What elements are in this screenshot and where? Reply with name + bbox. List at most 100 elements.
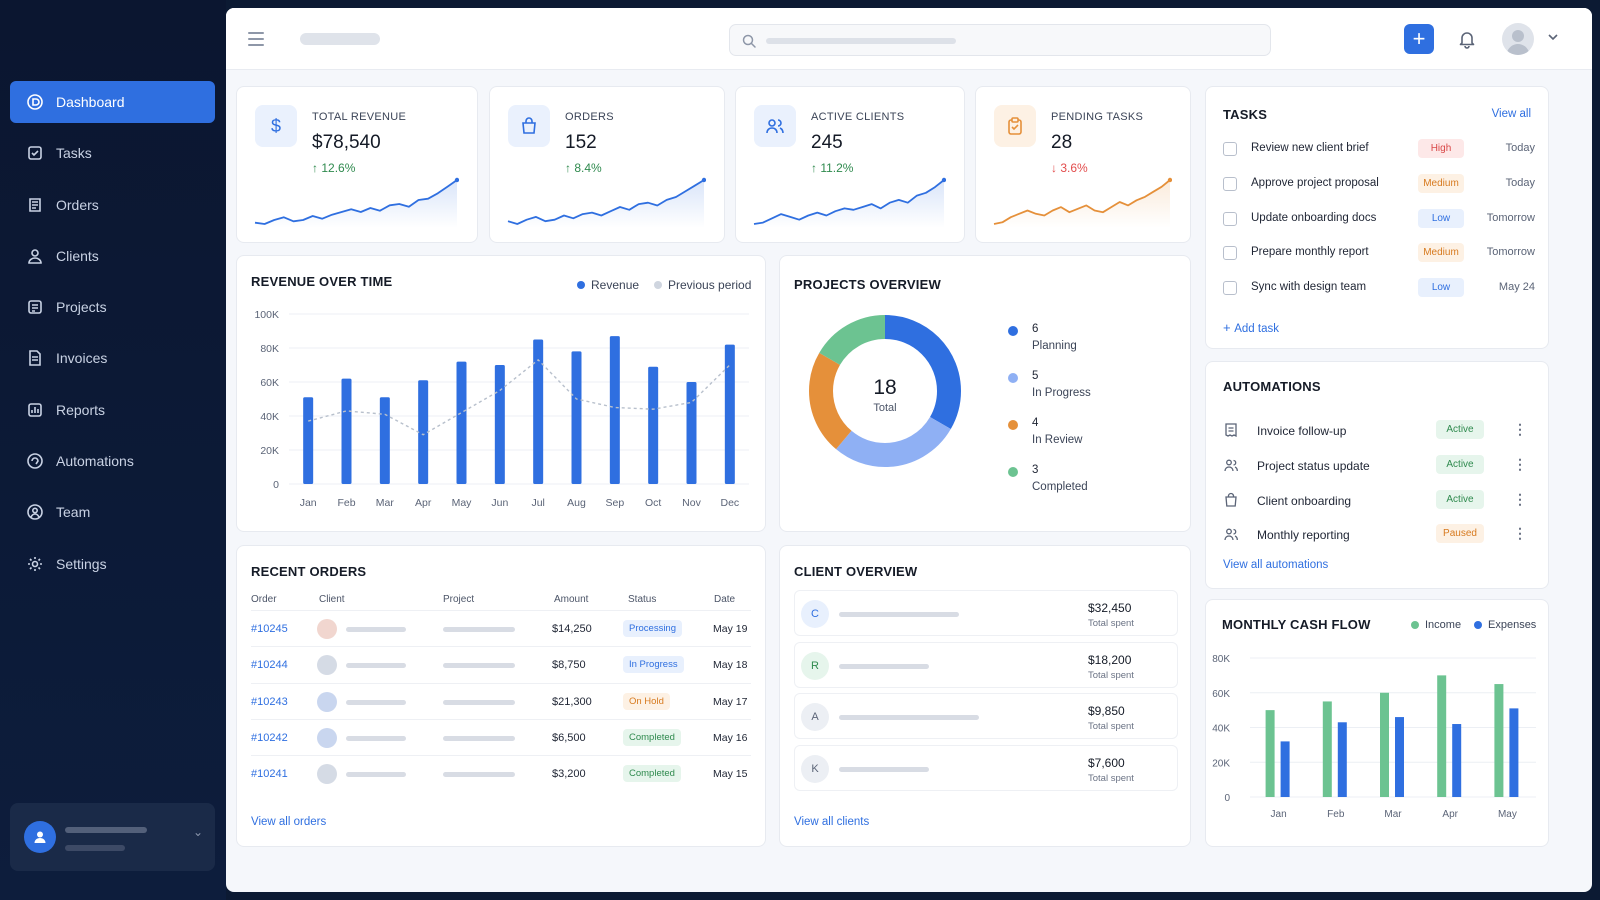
sidebar-item-projects[interactable]: Projects xyxy=(10,286,215,328)
task-title[interactable]: Prepare monthly report xyxy=(1251,246,1369,259)
view-all-clients-link[interactable]: View all clients xyxy=(794,816,870,828)
sidebar-nav: Dashboard Tasks Orders Clients Projects Invoi… xyxy=(10,81,215,594)
bar-revenue-nov xyxy=(686,382,697,484)
project-name-placeholder xyxy=(443,663,515,669)
task-title[interactable]: Approve project proposal xyxy=(1251,176,1379,189)
y-tick-label: 0 xyxy=(1224,793,1230,804)
kpi-card-orders: ORDERS 152 ↑ 8.4% xyxy=(489,86,725,243)
kpi-card-pending-tasks: PENDING TASKS 28 ↓ 3.6% xyxy=(975,86,1191,243)
task-checkbox[interactable] xyxy=(1223,176,1237,191)
avatar[interactable] xyxy=(1502,23,1534,55)
automation-status-badge: Active xyxy=(1436,454,1484,474)
kpi-value: 245 xyxy=(811,132,843,153)
bar-revenue-jul xyxy=(533,339,544,484)
sidebar-item-tasks[interactable]: Tasks xyxy=(10,132,215,174)
more-options-icon[interactable]: ⋮ xyxy=(1513,525,1527,542)
order-id-link[interactable]: #10243 xyxy=(251,695,288,708)
kpi-change: ↑ 11.2% xyxy=(811,161,853,175)
client-row[interactable]: C $32,450 Total spent xyxy=(794,590,1178,636)
client-name-placeholder xyxy=(839,766,929,772)
projects-donut-chart xyxy=(809,315,961,467)
order-id-link[interactable]: #10244 xyxy=(251,659,288,672)
legend-count: 4 xyxy=(1032,417,1039,429)
sidebar-item-label: Tasks xyxy=(56,145,92,162)
task-item: Review new client brief High Today xyxy=(1223,138,1535,160)
tasks-view-all-link[interactable]: View all xyxy=(1491,108,1531,120)
automation-name[interactable]: Monthly reporting xyxy=(1257,528,1350,543)
sidebar-item-settings[interactable]: Settings xyxy=(10,543,215,585)
view-all-automations-link[interactable]: View all automations xyxy=(1223,559,1329,571)
sidebar-item-automations[interactable]: Automations xyxy=(10,440,215,482)
more-options-icon[interactable]: ⋮ xyxy=(1513,421,1527,437)
task-item: Update onboarding docs Low Tomorrow xyxy=(1223,208,1535,230)
priority-badge: Medium xyxy=(1418,243,1464,263)
chevron-down-icon[interactable]: ⌄ xyxy=(192,825,203,839)
x-tick-label: May xyxy=(452,497,473,509)
tasks-icon xyxy=(26,144,44,162)
legend-dot xyxy=(1008,420,1018,430)
task-checkbox[interactable] xyxy=(1223,142,1237,156)
sidebar-item-reports[interactable]: Reports xyxy=(10,389,215,431)
sidebar-item-clients[interactable]: Clients xyxy=(10,235,215,277)
add-button[interactable]: + xyxy=(1404,24,1434,54)
client-total-label: Total spent xyxy=(1088,772,1134,784)
reports-icon xyxy=(26,401,44,419)
sidebar-item-team[interactable]: Team xyxy=(10,491,215,533)
x-tick-label: Mar xyxy=(1384,809,1402,820)
automations-card: AUTOMATIONS Invoice follow-up Active ⋮ Proj… xyxy=(1205,361,1549,589)
view-all-orders-link[interactable]: View all orders xyxy=(251,816,327,828)
cash-flow-chart: 0 20K 40K 60K 80K Jan Feb Mar Apr May xyxy=(1212,654,1536,820)
task-checkbox[interactable] xyxy=(1223,246,1237,261)
automation-item: Invoice follow-up Active ⋮ xyxy=(1223,419,1535,443)
bar-income-mar xyxy=(1380,692,1389,797)
kpi-change: ↓ 3.6% xyxy=(1051,161,1088,175)
shopping-bag-icon xyxy=(508,105,550,147)
more-options-icon[interactable]: ⋮ xyxy=(1513,490,1527,507)
client-avatar xyxy=(317,655,337,676)
breadcrumb-placeholder xyxy=(300,33,380,45)
arrow-up-icon: ↑ xyxy=(312,161,322,175)
automation-name[interactable]: Invoice follow-up xyxy=(1257,424,1347,438)
client-row[interactable]: K $7,600 Total spent xyxy=(794,744,1178,791)
sidebar-item-label: Orders xyxy=(56,196,99,213)
sidebar-item-invoices[interactable]: Invoices xyxy=(10,337,215,379)
status-badge: Processing xyxy=(623,620,682,637)
task-due-date: Today xyxy=(1505,176,1535,189)
automation-name[interactable]: Project status update xyxy=(1257,458,1370,473)
legend-planning: 6 Planning xyxy=(1008,323,1158,357)
more-options-icon[interactable]: ⋮ xyxy=(1513,455,1527,472)
order-id-link[interactable]: #10245 xyxy=(251,623,288,635)
bell-icon[interactable] xyxy=(1456,28,1478,50)
sparkline-area xyxy=(255,180,457,228)
automation-name[interactable]: Client onboarding xyxy=(1257,493,1352,508)
client-name-placeholder xyxy=(346,627,406,632)
task-title[interactable]: Sync with design team xyxy=(1251,281,1367,294)
sidebar-item-orders[interactable]: Orders xyxy=(10,184,215,226)
project-name-placeholder xyxy=(443,699,515,705)
task-title[interactable]: Review new client brief xyxy=(1251,142,1369,154)
bar-revenue-sep xyxy=(609,336,620,484)
y-tick-label: 20K xyxy=(260,445,279,457)
client-overview-title: CLIENT OVERVIEW xyxy=(794,564,918,579)
table-row: #10243 $21,300 On Hold May 17 xyxy=(251,682,751,719)
team-icon xyxy=(26,503,44,521)
order-id-link[interactable]: #10241 xyxy=(251,768,288,781)
chevron-down-icon[interactable] xyxy=(1546,30,1560,44)
client-row[interactable]: A $9,850 Total spent xyxy=(794,693,1178,740)
add-task-link[interactable]: + Add task xyxy=(1223,320,1279,335)
order-id-link[interactable]: #10242 xyxy=(251,731,288,744)
automation-item: Project status update Active ⋮ xyxy=(1223,454,1535,478)
task-title[interactable]: Update onboarding docs xyxy=(1251,211,1377,224)
task-checkbox[interactable] xyxy=(1223,281,1237,296)
user-profile-card[interactable]: ⌄ xyxy=(10,803,215,871)
client-row[interactable]: R $18,200 Total spent xyxy=(794,641,1178,688)
donut-segment-in-review xyxy=(809,315,961,467)
bar-revenue-jun xyxy=(494,365,505,484)
search-input[interactable] xyxy=(729,24,1271,56)
menu-icon[interactable] xyxy=(248,32,264,46)
task-checkbox[interactable] xyxy=(1223,211,1237,226)
sidebar-item-dashboard[interactable]: Dashboard xyxy=(10,81,215,123)
client-total-label: Total spent xyxy=(1088,669,1134,681)
client-total-amount: $18,200 xyxy=(1088,652,1132,667)
sidebar-item-label: Settings xyxy=(56,555,107,572)
